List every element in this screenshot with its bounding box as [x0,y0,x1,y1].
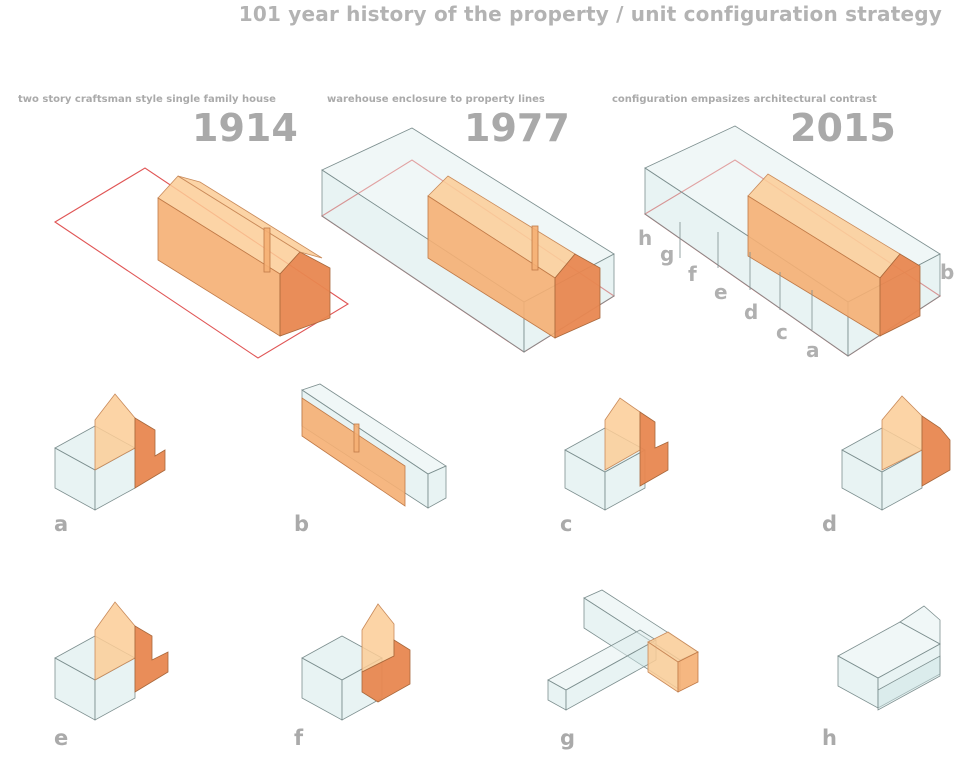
unit-label-b: b [294,512,310,536]
chimney-1914 [263,227,271,273]
unit-c-drawing [564,397,669,511]
phase-year-1914: 1914 [192,106,298,150]
phase-year-2015: 2015 [790,106,896,150]
plan-marker-b: b [940,260,955,284]
plan-marker-g: g [660,242,675,266]
phase-year-1977: 1977 [464,106,570,150]
plan-marker-a: a [806,338,820,362]
unit-label-d: d [822,512,838,536]
warehouse-1977 [320,127,616,353]
plan-marker-f: f [688,262,697,286]
unit-g-drawing [547,589,699,711]
unit-label-h: h [822,726,837,750]
unit-b-drawing [301,383,447,509]
house-1914 [53,167,350,359]
phase-caption-2015: configuration empasizes architectural co… [612,94,877,105]
configuration-2015 [643,125,942,357]
unit-f-drawing [301,603,411,721]
unit-label-a: a [54,512,69,536]
property-line-1914 [53,167,350,359]
plan-marker-e: e [714,280,728,304]
plan-marker-c: c [776,320,788,344]
unit-h-drawing [837,605,941,711]
page-title: 101 year history of the property / unit … [238,2,942,26]
unit-label-c: c [560,512,573,536]
unit-label-g: g [560,726,576,750]
plan-marker-h: h [638,226,653,250]
unit-a-drawing [54,393,166,511]
unit-label-f: f [294,726,304,750]
phase-caption-1977: warehouse enclosure to property lines [327,94,545,105]
unit-e-drawing [54,601,169,721]
unit-d-drawing [841,395,951,511]
phase-caption-1914: two story craftsman style single family … [18,94,276,105]
plan-marker-d: d [744,300,759,324]
unit-label-e: e [54,726,69,750]
